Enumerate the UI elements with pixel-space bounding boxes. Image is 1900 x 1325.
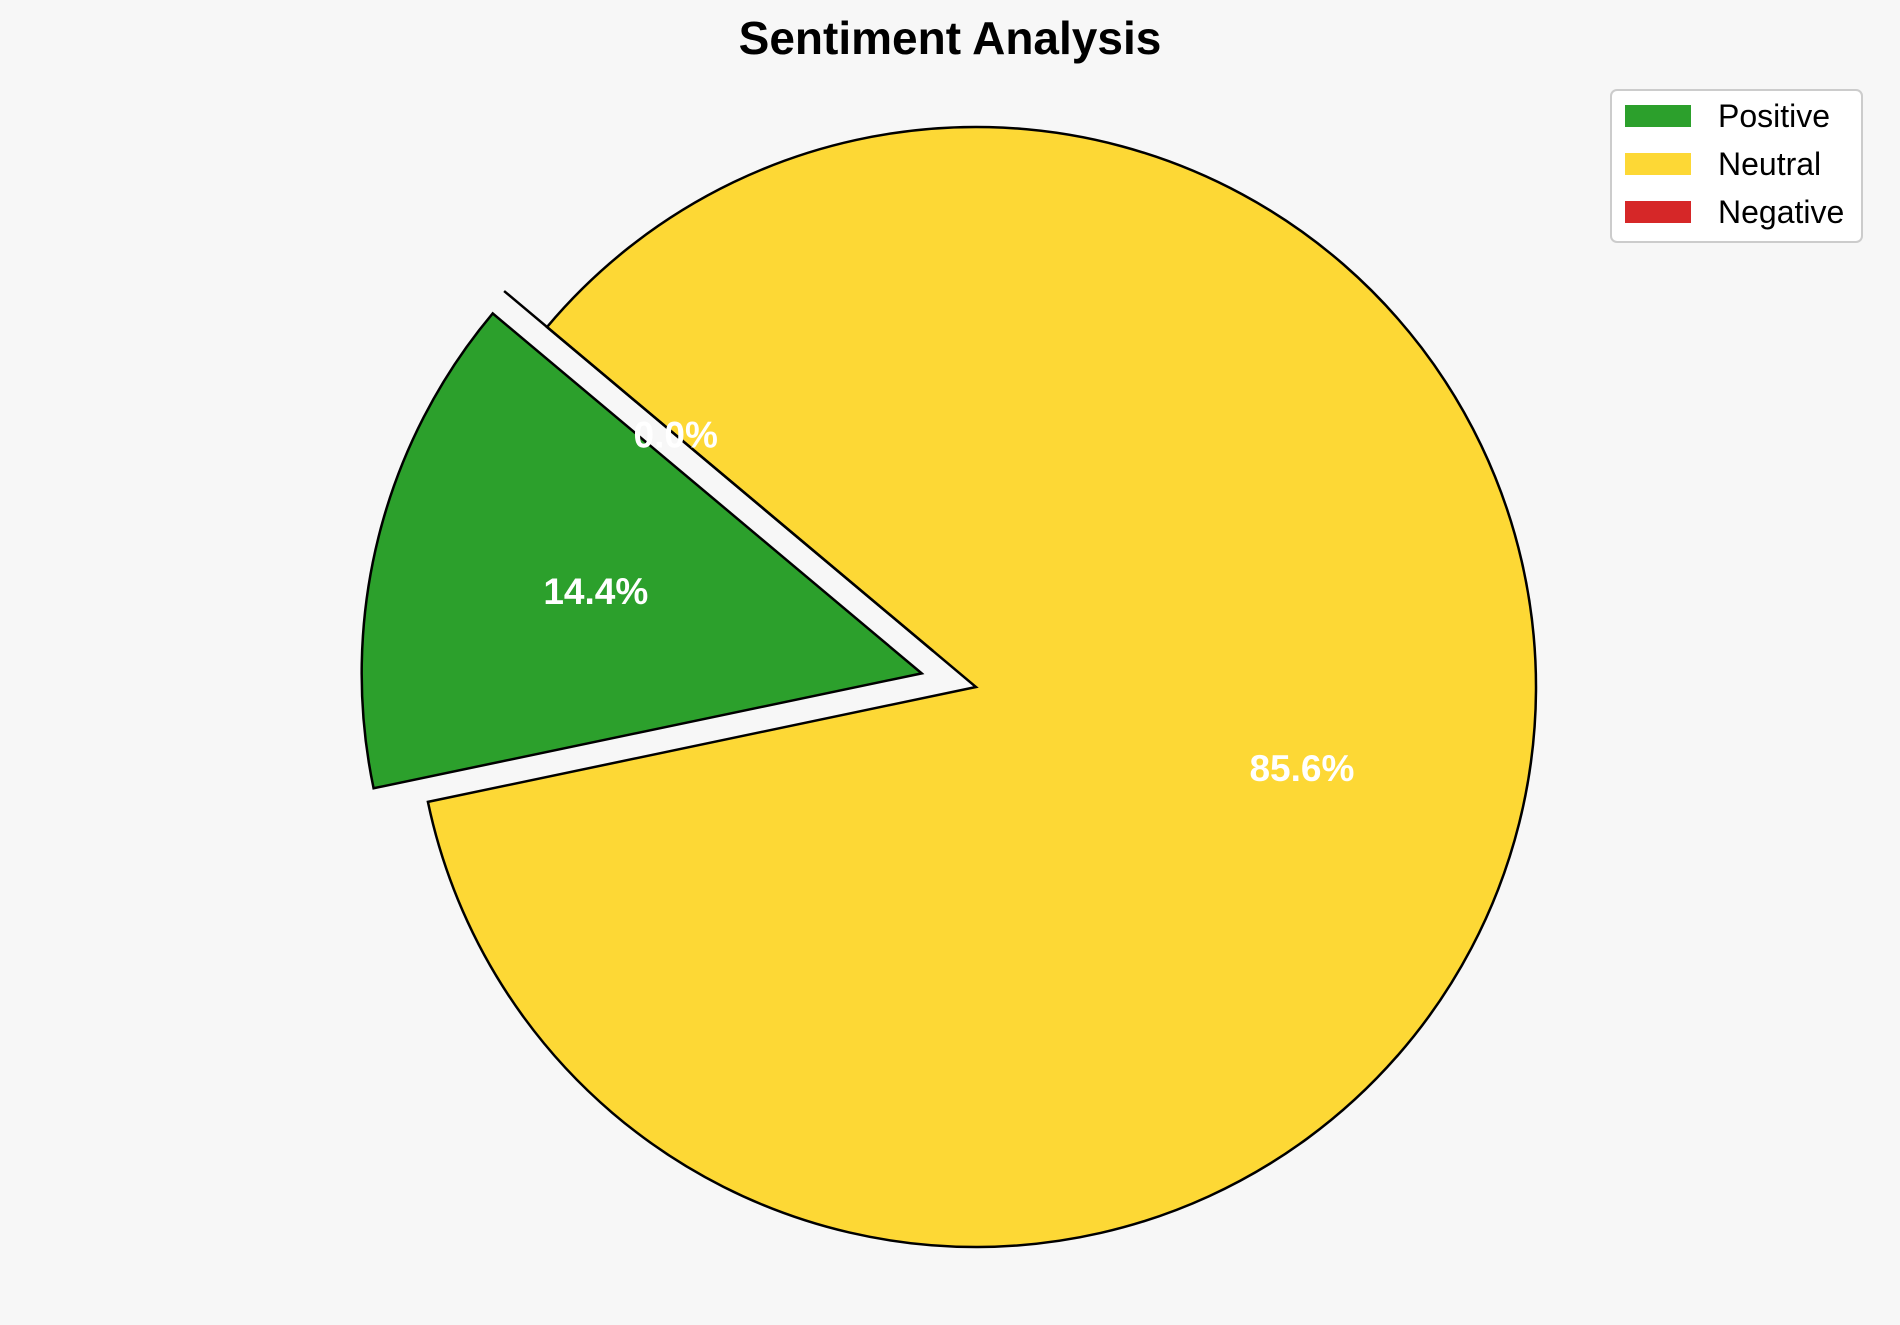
percent-label-positive: 14.4% [543,571,648,612]
chart-legend: Positive Neutral Negative [1610,89,1863,243]
legend-swatch-neutral [1625,153,1691,175]
pie-slice-neutral [426,125,1538,1249]
pie-slice-negative [503,290,934,652]
percent-label-neutral: 85.6% [1249,748,1354,789]
legend-label-positive: Positive [1718,98,1830,134]
legend-swatch-positive [1625,105,1691,127]
pie-slices [360,125,1538,1249]
legend-swatch-negative [1625,201,1691,223]
legend-label-neutral: Neutral [1718,146,1821,182]
pie-percent-labels: 14.4% 85.6% 0.0% [543,415,1354,790]
pie-slice-positive [360,311,925,790]
percent-label-negative: 0.0% [634,415,718,456]
chart-title: Sentiment Analysis [739,12,1162,64]
legend-label-negative: Negative [1718,194,1844,230]
